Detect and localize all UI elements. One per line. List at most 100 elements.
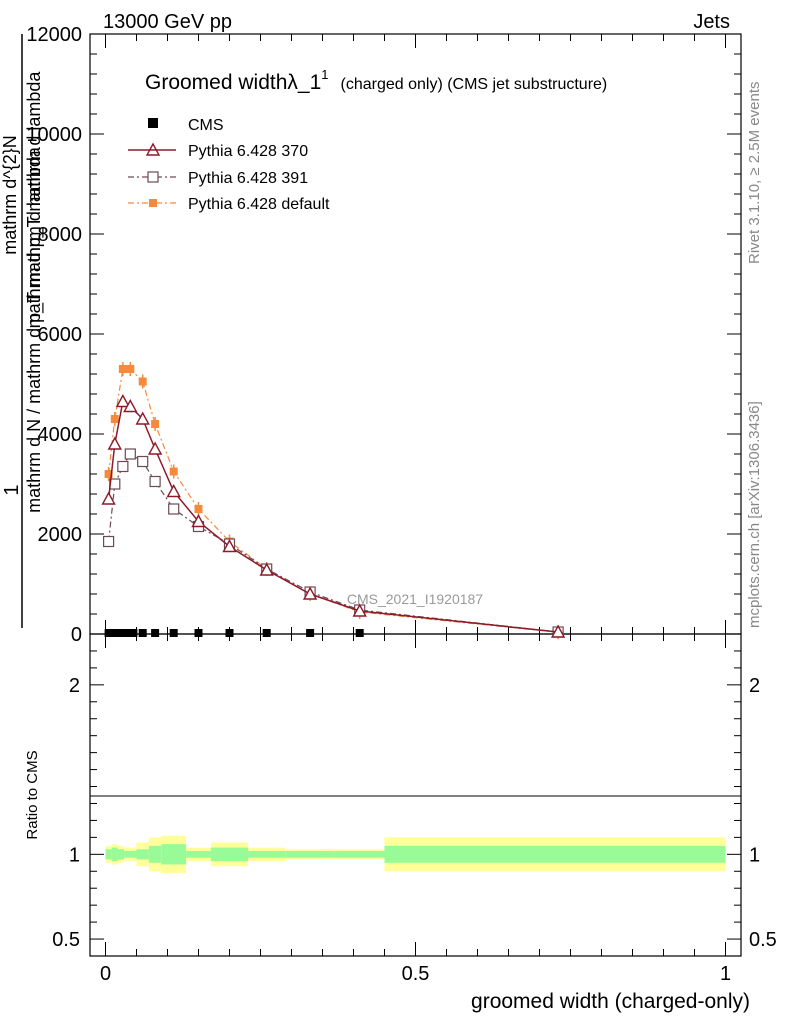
data-point xyxy=(117,460,129,473)
data-point xyxy=(169,467,178,476)
legend-label-p391: Pythia 6.428 391 xyxy=(188,170,308,187)
data-point xyxy=(550,624,566,638)
data-point xyxy=(123,399,138,413)
ratio-bands xyxy=(105,835,726,873)
data-point xyxy=(151,420,160,428)
legend-marker-p370 xyxy=(145,142,161,156)
data-point xyxy=(138,629,147,637)
plot-title-suffix: (charged only) (CMS jet substructure) xyxy=(341,76,608,93)
header-right: Jets xyxy=(693,11,730,33)
data-point xyxy=(104,470,113,478)
data-point xyxy=(110,629,119,637)
ylabel-numerator: mathrm d^{2}N xyxy=(0,135,20,255)
x-tick-label: 0 xyxy=(100,963,111,985)
ratio-tick-label-right: 1 xyxy=(749,844,760,866)
legend-label-pdef: Pythia 6.428 default xyxy=(188,196,330,213)
data-point xyxy=(135,411,150,425)
main-y-ticks: 0 2000 4000 6000 8000 10000 12000 xyxy=(26,24,741,646)
data-point xyxy=(129,629,138,637)
legend-marker-pdef xyxy=(149,199,157,207)
data-point xyxy=(118,365,127,373)
ratio-band-inner xyxy=(334,850,385,858)
y-tick-label: 12000 xyxy=(26,24,82,46)
rivet-label: Rivet 3.1.10, ≥ 2.5M events xyxy=(746,82,763,265)
ratio-tick-label: 0.5 xyxy=(52,929,80,951)
legend-marker-p391 xyxy=(147,171,159,183)
legend-marker-cms xyxy=(148,118,158,128)
ratio-band-inner xyxy=(111,847,118,862)
ratio-band-inner xyxy=(186,850,211,858)
y-tick-label: 8000 xyxy=(38,224,83,246)
data-point xyxy=(102,535,115,548)
data-point xyxy=(151,629,160,637)
ylabel-one: 1 xyxy=(1,484,23,495)
ratio-band-inner xyxy=(161,844,187,865)
data-point xyxy=(166,484,181,498)
x-tick-label: 0.5 xyxy=(402,963,430,985)
plot-title-sup: 1 xyxy=(321,67,328,82)
ratio-band-inner xyxy=(248,850,286,858)
ratio-tick-label: 1 xyxy=(69,844,80,866)
series-pythia-6-428-default xyxy=(104,362,563,640)
ratio-tick-label-right: 0.5 xyxy=(749,929,777,951)
ylabel-numerator-denom: mathrm d p_T mathrm d lambda xyxy=(24,71,45,329)
y-tick-label: 2000 xyxy=(38,524,83,546)
plot-title: Groomed widthλ_11 (charged only) (CMS jet… xyxy=(145,67,607,94)
mcplots-label: mcplots.cern.ch [arXiv:1306.3436] xyxy=(746,401,763,628)
legend-label-p370: Pythia 6.428 370 xyxy=(188,143,308,160)
data-point xyxy=(169,629,178,637)
data-point xyxy=(352,603,367,617)
data-point xyxy=(194,629,203,637)
data-point xyxy=(126,365,135,373)
series-cms xyxy=(104,629,364,637)
ratio-band-inner xyxy=(105,849,112,860)
series-line xyxy=(108,453,559,633)
data-point xyxy=(137,455,149,468)
data-point xyxy=(104,629,113,637)
data-point xyxy=(262,629,271,637)
ratio-band-inner xyxy=(285,850,335,858)
x-tick-label: 1 xyxy=(720,963,731,985)
data-point xyxy=(306,629,315,637)
data-point xyxy=(117,629,125,637)
ylabel-denominator: mathrm d N / mathrm d p_T mathrm d lambd… xyxy=(24,146,45,513)
data-point xyxy=(355,629,364,637)
data-point xyxy=(123,629,132,637)
analysis-watermark: CMS_2021_I1920187 xyxy=(347,591,483,607)
data-point xyxy=(124,448,136,460)
y-tick-label: 6000 xyxy=(38,324,83,346)
data-point xyxy=(101,491,116,505)
data-point xyxy=(168,503,180,515)
data-point xyxy=(225,629,234,637)
main-ylabel: 1 mathrm d N / mathrm d p_T mathrm d lam… xyxy=(0,34,45,628)
ratio-panel-frame xyxy=(89,633,742,957)
data-point xyxy=(194,505,203,513)
data-point xyxy=(147,441,163,455)
y-tick-label: 10000 xyxy=(26,124,82,146)
data-point xyxy=(222,539,237,553)
data-point xyxy=(110,415,119,423)
ratio-y-ticks: 0.5 0.5 1 1 2 2 xyxy=(52,650,777,951)
data-point xyxy=(259,562,274,576)
data-point xyxy=(115,394,131,408)
ratio-band-inner xyxy=(148,845,162,863)
header-left: 13000 GeV pp xyxy=(103,11,232,33)
data-point xyxy=(191,514,206,528)
ratio-band-inner xyxy=(124,850,137,858)
ratio-tick-label-right: 2 xyxy=(749,675,760,697)
data-point xyxy=(149,475,161,488)
series-pythia-6-428-370 xyxy=(101,394,566,638)
y-tick-label: 0 xyxy=(71,624,82,646)
ratio-band-inner xyxy=(210,847,249,862)
ratio-tick-label: 2 xyxy=(69,675,80,697)
legend: CMS Pythia 6.428 370 Pythia 6.428 391 Py… xyxy=(128,117,330,213)
series-line xyxy=(108,368,559,633)
plot-title-main: Groomed widthλ_1 xyxy=(145,71,321,94)
series-pythia-6-428-391 xyxy=(102,448,564,638)
ratio-ylabel: Ratio to CMS xyxy=(24,750,41,839)
y-tick-label: 4000 xyxy=(38,424,83,446)
ratio-band-inner xyxy=(384,845,726,863)
series-layer xyxy=(101,362,566,640)
ratio-band-inner xyxy=(117,849,125,860)
